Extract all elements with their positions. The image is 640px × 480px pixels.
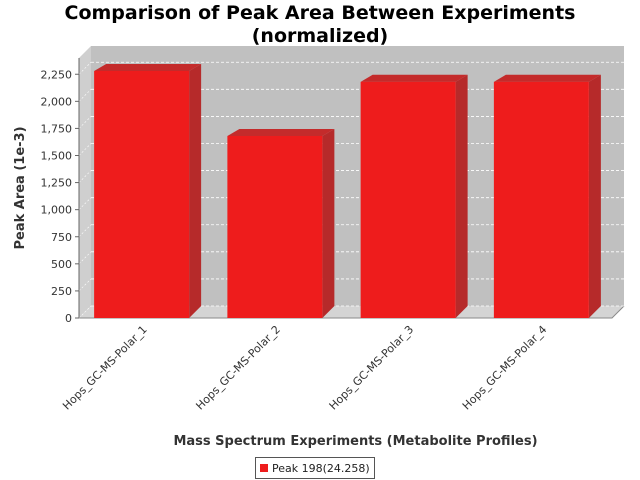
gridline-side — [78, 305, 92, 319]
chart-title: Comparison of Peak Area Between Experime… — [0, 2, 640, 48]
y-tick-label: 1,000 — [41, 204, 73, 217]
gridline-side — [78, 251, 92, 265]
gridline-side — [78, 278, 92, 292]
y-tick-label: 1,750 — [41, 122, 73, 135]
bar-side — [588, 74, 601, 319]
gridline-side — [78, 224, 92, 237]
bar — [493, 81, 589, 318]
bar-top — [94, 63, 202, 71]
bar — [360, 81, 456, 318]
bar-side — [189, 63, 202, 318]
plot-floor — [79, 306, 624, 318]
y-tick-label: 500 — [51, 258, 72, 271]
bar-side — [322, 128, 335, 318]
bar — [227, 136, 323, 318]
x-tick-label: Hops_GC-MS-Polar_1 — [60, 323, 150, 413]
y-tick-label: 2,000 — [41, 95, 73, 108]
y-tick-label: 2,250 — [41, 68, 73, 81]
bar-top — [493, 74, 601, 82]
x-tick-label: Hops_GC-MS-Polar_2 — [193, 323, 283, 413]
y-tick-label: 1,500 — [41, 150, 73, 163]
gridline-side — [78, 116, 92, 129]
chart-subtitle: (normalized) — [251, 25, 389, 47]
legend-label: Peak 198(24.258) — [272, 461, 370, 475]
gridline-side — [78, 170, 92, 183]
gridline-side — [78, 89, 92, 102]
x-tick-label: Hops_GC-MS-Polar_4 — [460, 323, 550, 413]
y-tick-label: 750 — [51, 231, 72, 244]
gridline-side — [78, 197, 92, 210]
gridline-side — [78, 143, 92, 156]
y-axis-title: Peak Area (1e-3) — [13, 126, 28, 249]
bar-side — [455, 74, 468, 319]
plot-side-wall — [79, 46, 91, 318]
gridline-side — [78, 62, 92, 75]
x-axis-title: Mass Spectrum Experiments (Metabolite Pr… — [173, 434, 537, 449]
bar — [94, 71, 190, 318]
chart-title-main: Comparison of Peak Area Between Experime… — [64, 2, 576, 24]
y-tick-label: 0 — [65, 312, 72, 325]
legend-swatch — [260, 464, 268, 472]
y-tick-label: 1,250 — [41, 177, 73, 190]
x-tick-label: Hops_GC-MS-Polar_3 — [327, 323, 417, 413]
legend: Peak 198(24.258) — [255, 457, 375, 479]
y-tick-label: 250 — [51, 285, 72, 298]
bar-top — [227, 128, 335, 136]
bar-top — [360, 74, 468, 82]
